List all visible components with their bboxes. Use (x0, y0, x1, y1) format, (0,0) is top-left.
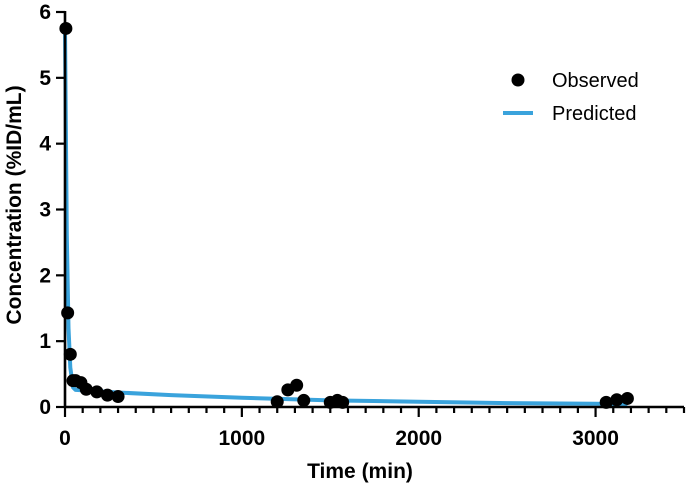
observed-point (270, 395, 284, 409)
y-tick-label: 1 (39, 330, 51, 353)
observed-point (610, 393, 624, 407)
observed-point (297, 393, 311, 407)
predicted-curve (63, 28, 628, 407)
y-tick-label: 2 (39, 264, 51, 287)
observed-point (63, 347, 77, 361)
predicted-series (63, 28, 628, 407)
x-tick-label: 0 (59, 427, 71, 450)
legend-observed-marker (511, 73, 525, 87)
observed-point (111, 389, 125, 403)
x-tick-label: 3000 (572, 427, 619, 450)
observed-point (620, 391, 634, 405)
plot-area: 0 1000 2000 3000 0 1 2 3 4 5 6 (39, 1, 686, 450)
x-axis-ticks: 0 1000 2000 3000 (59, 407, 686, 450)
y-tick-label: 5 (39, 67, 51, 90)
x-tick-label: 2000 (395, 427, 442, 450)
x-tick-label: 1000 (218, 427, 265, 450)
observed-point (90, 385, 104, 399)
y-tick-label: 3 (39, 199, 51, 222)
observed-point (61, 306, 75, 320)
y-tick-label: 4 (39, 133, 51, 156)
legend-predicted-label: Predicted (552, 103, 637, 125)
observed-series (59, 21, 634, 409)
observed-point (599, 395, 613, 409)
y-tick-label: 6 (39, 1, 51, 24)
observed-point (336, 395, 350, 409)
legend: Observed Predicted (503, 70, 639, 125)
y-axis-title: Concentration (%ID/mL) (3, 85, 26, 324)
x-axis-title: Time (min) (307, 460, 413, 483)
observed-point (79, 382, 93, 396)
observed-point (100, 388, 114, 402)
legend-observed-label: Observed (552, 70, 639, 92)
y-tick-label: 0 (39, 396, 51, 419)
y-axis-ticks: 0 1 2 3 4 5 6 (39, 1, 65, 419)
observed-point (290, 378, 304, 392)
